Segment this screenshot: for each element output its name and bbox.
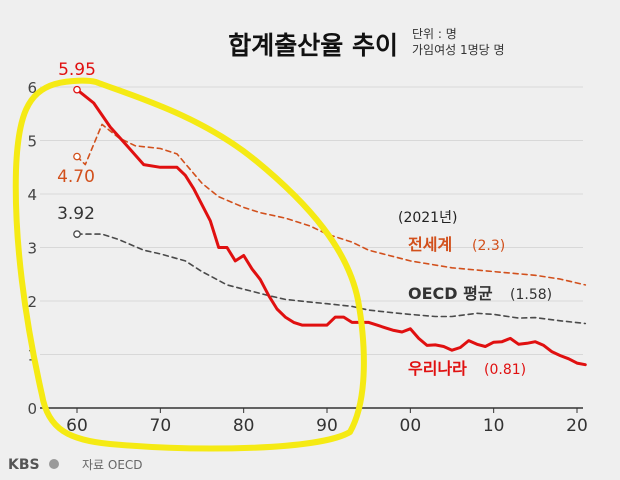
highlight-annotation <box>12 77 367 452</box>
chart-title: 합계출산율 추이 <box>228 31 398 60</box>
logo-circle-icon <box>49 459 59 469</box>
y-tick-label: 3 <box>27 240 37 258</box>
brand-logo: KBS <box>8 457 40 473</box>
legend-oecd-name: OECD 평균 <box>408 284 493 303</box>
x-tick-label: 20 <box>566 416 588 436</box>
legend-korea-value: (0.81) <box>484 362 526 378</box>
legend-oecd-value: (1.58) <box>510 287 552 303</box>
legend-korea-name: 우리나라 <box>408 359 467 378</box>
y-tick-label: 6 <box>27 79 37 97</box>
unit-note-1: 단위 : 명 <box>412 27 457 41</box>
y-tick-label: 4 <box>27 186 37 204</box>
x-tick-label: 90 <box>316 416 338 436</box>
series-lines <box>75 88 587 367</box>
series-markers <box>73 85 81 238</box>
x-tick-label: 00 <box>400 416 422 436</box>
world-start-label: 4.70 <box>57 167 95 187</box>
footer: KBS 자료 OECD <box>8 457 143 473</box>
series-line-oecd <box>76 233 587 325</box>
oecd-start-label: 3.92 <box>57 204 95 224</box>
korea-start-label: 5.95 <box>58 60 96 80</box>
grid <box>40 86 583 355</box>
unit-note-2: 가임여성 1명당 명 <box>412 43 505 57</box>
x-tick-label: 80 <box>233 416 255 436</box>
legend-world-value: (2.3) <box>472 238 505 254</box>
year-label: (2021년) <box>398 210 457 226</box>
x-tick-label: 70 <box>150 416 172 436</box>
series-line-world <box>76 123 587 286</box>
source-note: 자료 OECD <box>82 458 143 472</box>
x-tick-label: 60 <box>66 416 88 436</box>
y-tick-label: 2 <box>27 293 37 311</box>
series-start-point-world <box>73 152 81 161</box>
y-tick-label: 0 <box>27 400 37 418</box>
series-line-korea <box>75 88 587 367</box>
y-tick-label: 5 <box>27 133 37 151</box>
series-start-point-korea <box>73 85 81 94</box>
series-start-point-oecd <box>73 230 81 238</box>
legend-world-name: 전세계 <box>408 235 452 254</box>
x-tick-label: 10 <box>483 416 505 436</box>
